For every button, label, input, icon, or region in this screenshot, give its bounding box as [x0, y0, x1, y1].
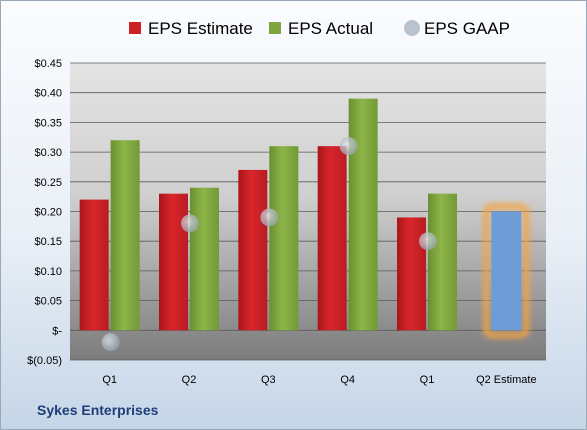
point-eps-gaap	[419, 232, 437, 251]
y-tick-label: $0.05	[34, 296, 62, 308]
legend-label: EPS Estimate	[148, 19, 253, 38]
point-eps-gaap	[101, 333, 120, 352]
legend-label: EPS GAAP	[424, 19, 510, 38]
bar-eps-actual	[348, 98, 378, 331]
y-tick-label: $0.40	[34, 88, 62, 100]
bar-eps-actual	[428, 193, 457, 331]
x-tick-label: Q1	[420, 374, 435, 386]
highlight-glow	[483, 203, 530, 339]
bar-eps-estimate	[79, 199, 109, 331]
company-name: Sykes Enterprises	[37, 402, 159, 418]
legend-swatch	[129, 22, 141, 34]
bar-eps-actual	[190, 187, 219, 331]
x-tick-label: Q3	[261, 374, 276, 386]
x-tick-label: Q4	[340, 374, 355, 386]
y-tick-label: $-	[52, 325, 62, 337]
bar-eps-actual	[110, 140, 140, 331]
bar-eps-estimate	[397, 217, 426, 331]
x-tick-label: Q1	[102, 374, 117, 386]
x-tick-label: Q2 Estimate	[476, 374, 537, 386]
y-tick-label: $0.20	[34, 207, 62, 219]
bar-eps-estimate	[238, 169, 268, 331]
y-tick-label: $0.10	[34, 266, 62, 278]
legend-swatch	[269, 22, 281, 34]
point-eps-gaap	[339, 137, 358, 156]
y-tick-label: $0.45	[34, 58, 62, 70]
x-tick-label: Q2	[182, 374, 197, 386]
bar-eps-actual	[269, 146, 299, 331]
point-eps-gaap	[260, 208, 279, 227]
point-eps-gaap	[181, 214, 199, 233]
y-tick-label: $0.15	[34, 236, 62, 248]
bar-eps-estimate	[317, 146, 347, 331]
legend-swatch	[404, 20, 420, 36]
bar-eps-estimate	[159, 193, 188, 331]
y-tick-label: $0.30	[34, 147, 62, 159]
bar-q2-estimate	[491, 211, 522, 331]
y-tick-label: $0.25	[34, 177, 62, 189]
legend-label: EPS Actual	[288, 19, 373, 38]
y-tick-label: $0.35	[34, 117, 62, 129]
y-tick-label: $(0.05)	[27, 355, 62, 367]
